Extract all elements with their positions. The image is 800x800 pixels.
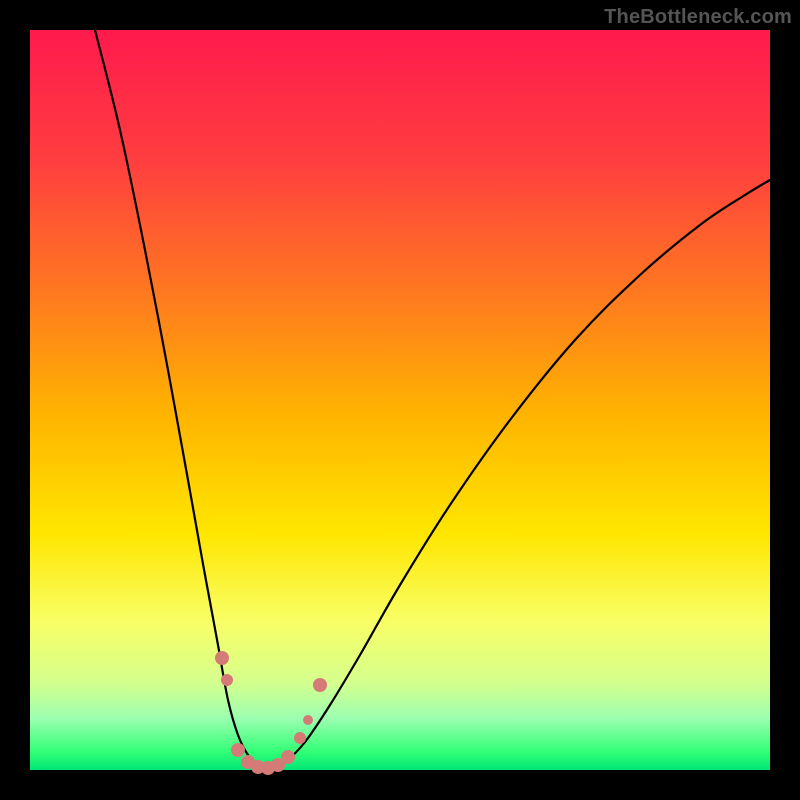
plot-background — [30, 30, 770, 770]
marker-point — [294, 732, 306, 744]
chart-svg — [0, 0, 800, 800]
marker-point — [221, 674, 233, 686]
marker-point — [303, 715, 313, 725]
marker-point — [313, 678, 327, 692]
marker-point — [231, 743, 245, 757]
marker-point — [215, 651, 229, 665]
chart-stage: TheBottleneck.com — [0, 0, 800, 800]
marker-point — [281, 750, 295, 764]
